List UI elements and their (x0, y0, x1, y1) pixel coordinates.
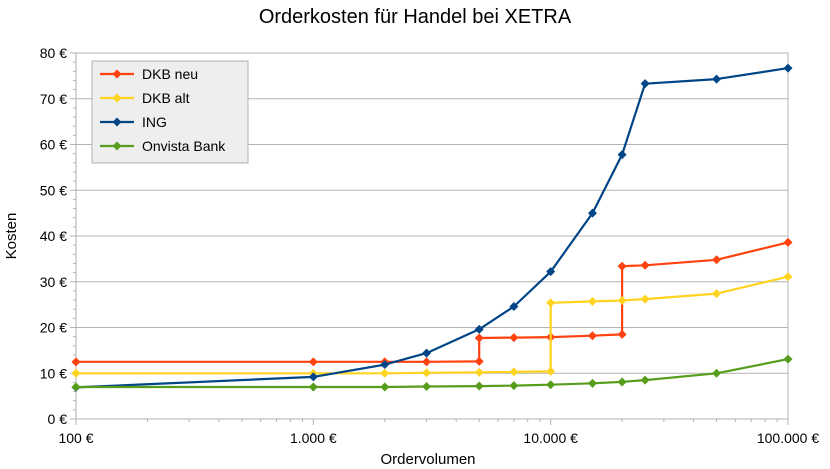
data-point (617, 150, 627, 160)
data-point (640, 79, 650, 89)
data-point (308, 372, 318, 382)
legend-marker (112, 117, 122, 127)
series-line (75, 67, 789, 389)
y-axis: 0 € 10 € 20 € 30 € 40 € 50 € 60 € 70 € 80 € (40, 45, 76, 427)
legend-marker (112, 93, 122, 103)
data-point (587, 208, 597, 218)
legend-label: ING (142, 114, 167, 130)
legend-item: ING (100, 114, 167, 130)
series-layer (71, 63, 793, 392)
x-tick-label: 1.000 € (290, 430, 337, 446)
data-point (712, 74, 722, 84)
data-point (71, 357, 81, 367)
data-point (509, 333, 519, 343)
x-tick-label: 10.000 € (523, 430, 578, 446)
legend-label: Onvista Bank (142, 138, 226, 154)
series-onvista-bank (71, 354, 793, 392)
data-point (640, 260, 650, 270)
y-tick-label: 60 € (40, 137, 67, 153)
y-tick-label: 20 € (40, 320, 67, 336)
data-point (474, 333, 484, 343)
data-point (422, 382, 432, 392)
data-point (509, 301, 519, 311)
data-point (509, 367, 519, 377)
chart-title: Orderkosten für Handel bei XETRA (259, 6, 572, 28)
data-point (422, 348, 432, 358)
data-point (783, 272, 793, 282)
series-line (76, 358, 789, 389)
data-point (380, 382, 390, 392)
data-point (617, 261, 627, 271)
x-tick-label: 100 € (58, 430, 93, 446)
data-point (474, 381, 484, 391)
data-point (587, 296, 597, 306)
data-point (380, 368, 390, 378)
data-point (640, 294, 650, 304)
y-tick-label: 80 € (40, 45, 67, 61)
data-point (587, 378, 597, 388)
data-point (617, 296, 627, 306)
data-point (546, 267, 556, 277)
data-point (617, 377, 627, 387)
legend-item: Onvista Bank (100, 138, 226, 154)
x-axis-label: Ordervolumen (380, 451, 475, 468)
data-point (783, 354, 793, 364)
data-point (712, 368, 722, 378)
data-point (783, 237, 793, 247)
data-point (587, 331, 597, 341)
data-point (546, 298, 556, 308)
y-tick-label: 70 € (40, 91, 67, 107)
data-point (422, 357, 432, 367)
legend-marker (112, 141, 122, 151)
data-point (712, 255, 722, 265)
data-point (308, 357, 318, 367)
series-line (76, 275, 789, 375)
legend-item: DKB neu (100, 66, 198, 82)
y-tick-label: 40 € (40, 228, 67, 244)
data-point (380, 360, 390, 370)
data-point (308, 382, 318, 392)
series-line (76, 241, 789, 363)
y-tick-label: 10 € (40, 365, 67, 381)
x-tick-label: 100.000 € (757, 430, 819, 446)
legend-item: DKB alt (100, 90, 190, 106)
data-point (640, 375, 650, 385)
data-point (546, 366, 556, 376)
data-point (617, 329, 627, 339)
legend-label: DKB alt (142, 90, 190, 106)
legend-marker (112, 69, 122, 79)
series-dkb-neu (71, 237, 793, 367)
series-ing (71, 63, 793, 392)
legend: DKB neu DKB alt ING Onvista Bank (91, 60, 249, 164)
data-point (509, 381, 519, 391)
legend-label: DKB neu (142, 66, 198, 82)
data-point (474, 367, 484, 377)
y-tick-label: 30 € (40, 274, 67, 290)
x-axis: 100 € 1.000 € 10.000 € 100.000 € (58, 419, 819, 446)
data-point (474, 324, 484, 334)
data-point (71, 382, 81, 392)
data-point (712, 289, 722, 299)
y-tick-label: 0 € (48, 411, 68, 427)
data-point (546, 380, 556, 390)
y-axis-label: Kosten (3, 213, 20, 260)
data-point (422, 368, 432, 378)
data-point (71, 368, 81, 378)
y-tick-label: 50 € (40, 182, 67, 198)
data-point (783, 63, 793, 73)
data-point (474, 356, 484, 366)
